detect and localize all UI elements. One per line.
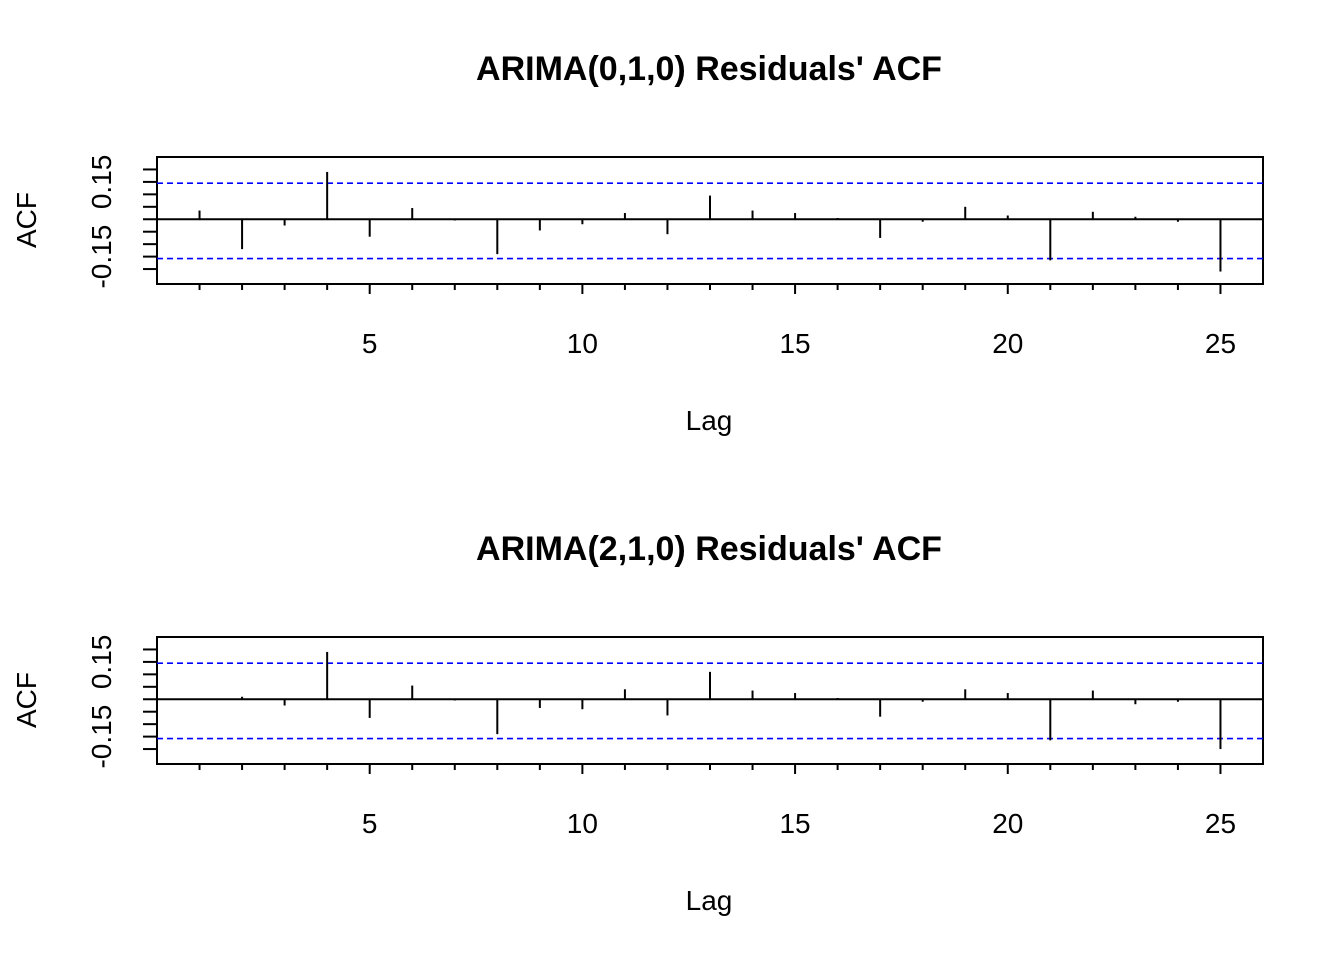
plot-frame: [156, 156, 1264, 285]
x-tick-label: 20: [992, 328, 1023, 359]
acf-panel-arima-210: ARIMA(2,1,0) Residuals' ACF Lag ACF 5 10 1…: [11, 530, 1264, 916]
y-axis-label: ACF: [11, 672, 42, 728]
x-tick-label: 15: [779, 808, 810, 839]
x-axis-label: Lag: [686, 405, 733, 436]
x-tick-label: 20: [992, 808, 1023, 839]
x-tick-label: 15: [779, 328, 810, 359]
plot-area: 5 10 15 20 25 0.15 -0.15: [86, 635, 1264, 839]
x-tick-label: 25: [1205, 328, 1236, 359]
chart-title: ARIMA(2,1,0) Residuals' ACF: [476, 530, 942, 568]
x-axis-label: Lag: [686, 885, 733, 916]
y-tick-label: -0.15: [86, 225, 117, 289]
x-tick-label: 25: [1205, 808, 1236, 839]
x-tick-label: 5: [362, 328, 378, 359]
x-tick-label: 5: [362, 808, 378, 839]
y-tick-label: 0.15: [86, 635, 117, 690]
plot-frame: [156, 636, 1264, 765]
y-tick-label: 0.15: [86, 155, 117, 210]
y-tick-label: -0.15: [86, 705, 117, 769]
plot-area: 5 10 15 20 25 0.15 -0.15: [86, 155, 1264, 359]
x-tick-label: 10: [567, 328, 598, 359]
y-axis-label: ACF: [11, 192, 42, 248]
x-tick-label: 10: [567, 808, 598, 839]
chart-title: ARIMA(0,1,0) Residuals' ACF: [476, 50, 942, 88]
acf-panel-arima-010: ARIMA(0,1,0) Residuals' ACF Lag ACF 5 10 1…: [11, 50, 1264, 436]
